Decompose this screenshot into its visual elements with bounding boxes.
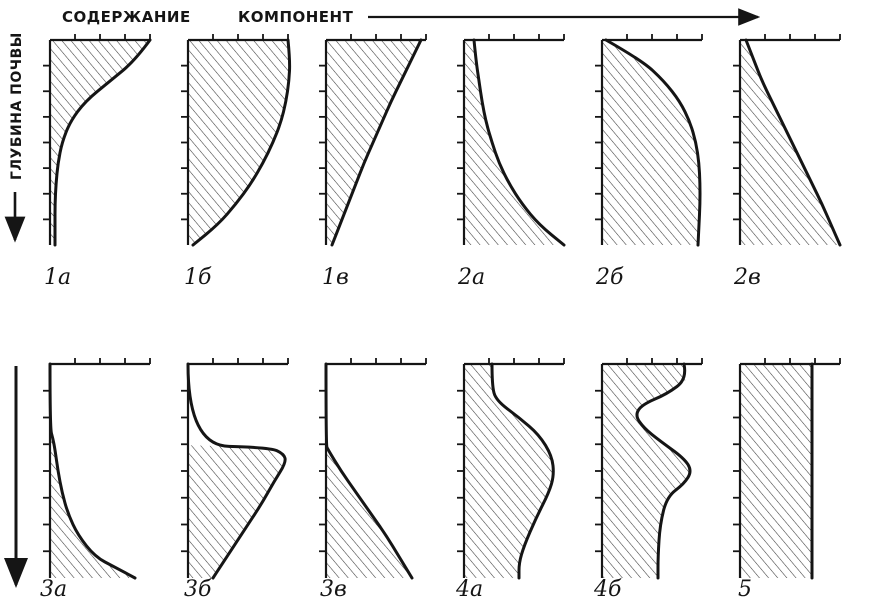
profile-curve	[604, 38, 702, 247]
profile-curve	[48, 362, 137, 580]
profile-curve	[330, 38, 423, 247]
profile-panel	[595, 34, 703, 247]
profile-curve	[472, 38, 566, 247]
profile-panel	[43, 358, 151, 580]
profile-panel	[319, 34, 427, 247]
profile-panel	[319, 358, 427, 580]
panel-label: 3б	[184, 577, 212, 602]
header-component-label: КОМПОНЕНТ	[238, 8, 354, 26]
panel-label: 1б	[184, 265, 212, 290]
profile-fill	[188, 40, 290, 245]
profile-fill	[740, 364, 812, 578]
panel-label: 1в	[322, 265, 349, 290]
profile-fill	[326, 364, 412, 578]
profile-panel	[457, 358, 565, 580]
profile-panel	[733, 358, 841, 580]
profile-fill	[50, 40, 150, 245]
profile-curve	[490, 362, 555, 580]
profile-panel	[733, 34, 842, 247]
panel-label: 3а	[40, 577, 68, 602]
profile-fill	[188, 364, 286, 578]
profile-fill	[50, 364, 135, 578]
profile-fill	[602, 40, 700, 245]
panel-label: 3в	[320, 577, 347, 602]
panel-label: 2б	[596, 265, 624, 290]
profile-panel	[595, 358, 703, 580]
panel-label: 1а	[44, 265, 72, 290]
profile-curve	[53, 38, 152, 247]
profile-panel	[181, 34, 292, 247]
profile-curve	[191, 38, 292, 247]
profile-panel	[457, 34, 566, 247]
profile-fill	[464, 364, 554, 578]
profile-panel	[181, 358, 289, 580]
profile-curve	[635, 362, 692, 580]
panel-label: 5	[738, 577, 752, 602]
profile-curve	[186, 362, 287, 580]
profile-curve	[744, 38, 842, 247]
profile-fill	[326, 40, 421, 245]
panel-label: 4б	[594, 577, 622, 602]
profile-fill	[602, 364, 692, 578]
profile-fill	[740, 40, 840, 245]
panel-label: 2а	[458, 265, 486, 290]
profile-panel	[43, 34, 152, 247]
panel-label: 2в	[734, 265, 761, 290]
panel-label: 4а	[456, 577, 484, 602]
profile-fill	[464, 40, 564, 245]
header-content-label: СОДЕРЖАНИЕ	[62, 8, 191, 26]
